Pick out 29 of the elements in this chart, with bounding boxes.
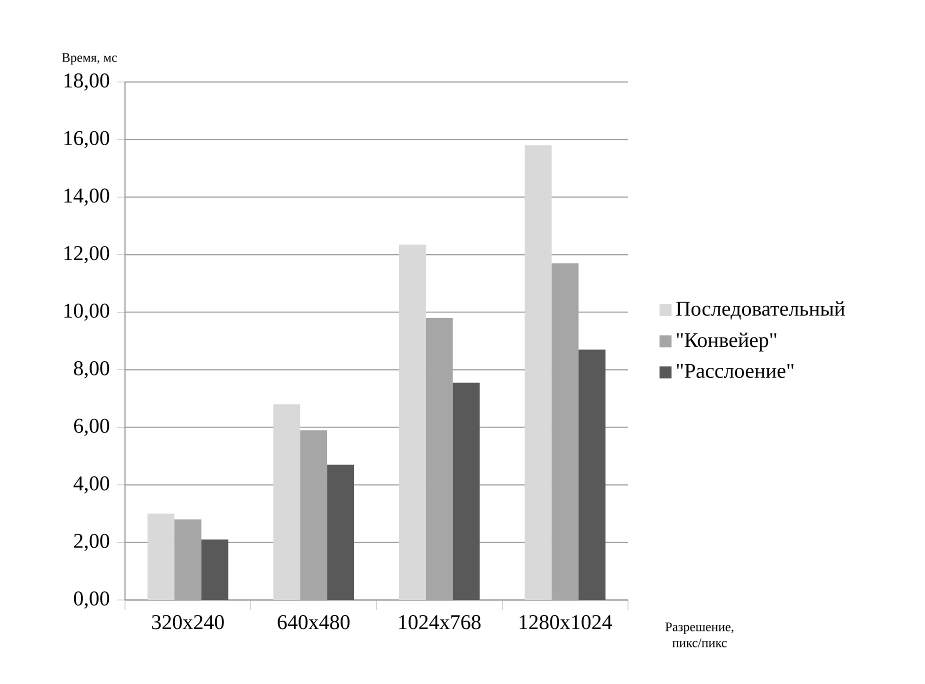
bar: [174, 519, 202, 600]
legend-label: "Расслоение": [676, 364, 794, 378]
x-tick-label: 320x240: [152, 615, 224, 630]
legend-label: "Конвейер": [676, 332, 776, 352]
x-tick-label: 1280x1024: [520, 615, 612, 630]
y-axis-title: Время, мс: [62, 53, 117, 65]
y-tick-label: 4,00: [74, 476, 110, 494]
bar: [452, 382, 480, 600]
x-tick-label: 1024x768: [399, 615, 481, 630]
y-tick-label: 14,00: [64, 188, 110, 206]
bar: [148, 514, 174, 600]
bar: [273, 404, 300, 600]
bar: [399, 244, 426, 600]
x-tick-label: 640x480: [278, 615, 350, 630]
y-tick-label: 16,00: [64, 130, 110, 148]
y-tick-label: 12,00: [64, 246, 110, 264]
y-tick-label: 2,00: [74, 534, 110, 552]
y-tick-label: 18,00: [64, 73, 110, 91]
bar: [327, 464, 354, 600]
x-axis-title: Разрешение, пикс/пикс: [665, 622, 734, 648]
y-tick-label: 8,00: [74, 361, 110, 378]
legend-label: Последовательный: [676, 301, 845, 320]
y-tick-label: 0,00: [74, 591, 110, 609]
y-tick-label: 10,00: [64, 304, 110, 321]
bar: [201, 540, 228, 600]
bar: [578, 350, 606, 600]
bar: [524, 145, 552, 600]
y-tick-label: 6,00: [74, 418, 110, 436]
bar: [300, 430, 328, 600]
